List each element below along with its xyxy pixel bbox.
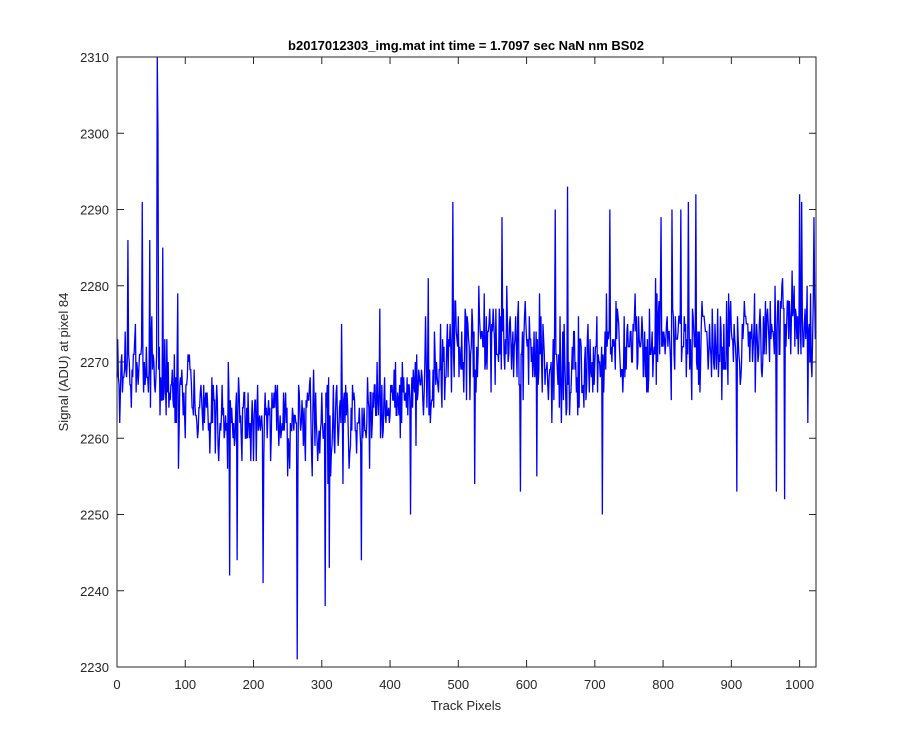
y-tick-label: 2290 <box>80 203 109 218</box>
x-tick-label: 900 <box>721 677 743 692</box>
x-tick-label: 500 <box>447 677 469 692</box>
x-tick-label: 0 <box>113 677 120 692</box>
x-tick-label: 400 <box>379 677 401 692</box>
x-axis-label: Track Pixels <box>431 698 502 713</box>
y-tick-label: 2240 <box>80 584 109 599</box>
x-tick-label: 100 <box>174 677 196 692</box>
y-tick-label: 2310 <box>80 50 109 65</box>
y-tick-label: 2270 <box>80 355 109 370</box>
x-tick-label: 700 <box>584 677 606 692</box>
x-axis: 0 100 200 300 400 500 600 700 800 900 1000 <box>113 57 814 692</box>
series-line <box>116 56 817 660</box>
x-tick-label: 200 <box>243 677 265 692</box>
y-tick-label: 2300 <box>80 126 109 141</box>
y-tick-label: 2280 <box>80 279 109 294</box>
y-tick-label: 2260 <box>80 431 109 446</box>
x-tick-label: 600 <box>516 677 538 692</box>
x-tick-label: 1000 <box>785 677 814 692</box>
series-layer <box>116 56 817 660</box>
chart-title: b2017012303_img.mat int time = 1.7097 se… <box>288 38 644 53</box>
y-axis: 2230 2240 2250 2260 2270 2280 2290 2300 2310 <box>80 50 816 675</box>
x-tick-label: 300 <box>311 677 333 692</box>
x-tick-label: 800 <box>652 677 674 692</box>
y-axis-label: Signal (ADU) at pixel 84 <box>56 293 71 432</box>
y-tick-label: 2230 <box>80 660 109 675</box>
y-tick-label: 2250 <box>80 508 109 523</box>
